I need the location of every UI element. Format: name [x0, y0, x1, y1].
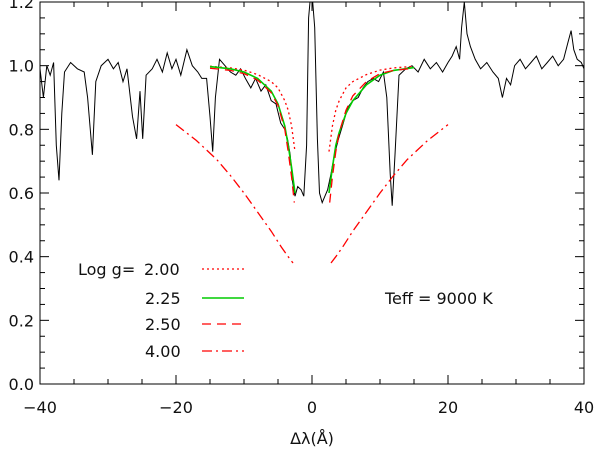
y-tick-label: 0.2	[9, 311, 34, 330]
x-tick-label: 40	[574, 398, 594, 417]
model-line-logg-4-00	[176, 72, 584, 263]
observed-spectrum-line	[40, 2, 584, 206]
plot-frame	[39, 1, 585, 385]
x-axis-label: Δλ(Å)	[290, 429, 334, 448]
y-tick-label: 0.4	[9, 248, 34, 267]
x-tick-label: 20	[438, 398, 458, 417]
y-tick-label: 1.2	[9, 0, 34, 12]
legend-label-logg-2-50: 2.50	[145, 315, 181, 334]
legend-label-logg-2-00: 2.00	[144, 260, 180, 279]
plot-area: −40 −20 0 20 40 0.0 0.2 0.4 0.6 0.8 1.0 1.2 Log g= 2.…	[9, 0, 595, 417]
y-tick-label: 0.6	[9, 184, 34, 203]
legend-label-logg-2-25: 2.25	[145, 289, 181, 308]
y-tick-label: 0.0	[9, 375, 34, 394]
x-tick-label: −20	[159, 398, 193, 417]
legend-header: Log g=	[78, 260, 135, 279]
y-tick-label: 0.8	[9, 120, 34, 139]
teff-annotation: Teff = 9000 K	[384, 289, 493, 308]
x-tick-label: −40	[23, 398, 57, 417]
y-tick-label: 1.0	[9, 57, 34, 76]
legend-label-logg-4-00: 4.00	[145, 342, 181, 361]
x-tick-label: 0	[307, 398, 317, 417]
